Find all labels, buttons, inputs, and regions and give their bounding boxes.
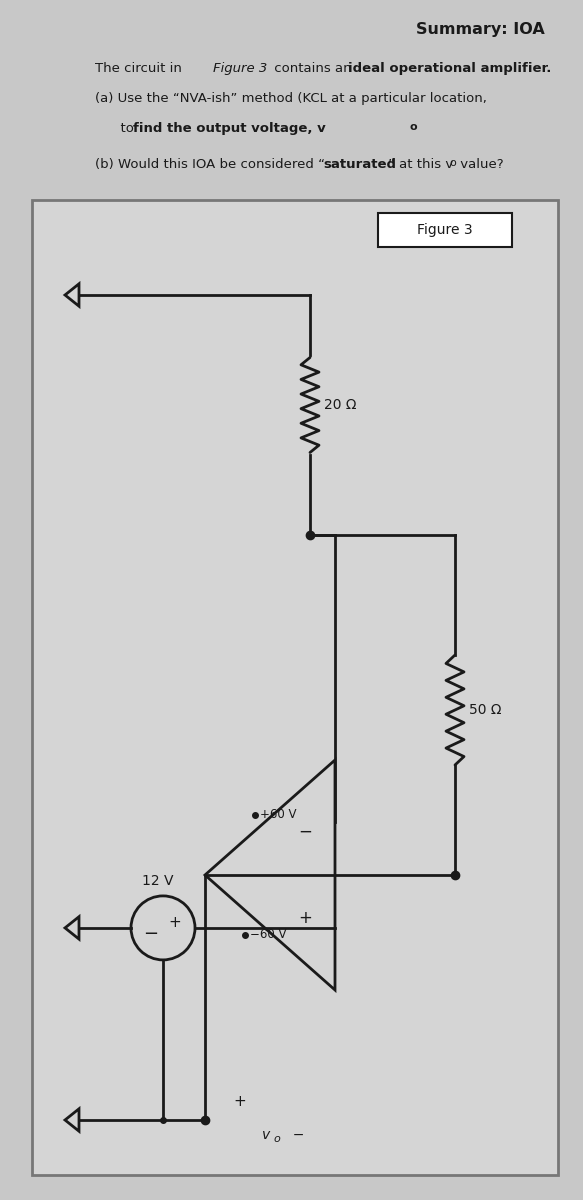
Text: −: − [143,925,159,943]
Text: ” at this v: ” at this v [388,158,453,170]
Text: +: + [298,908,312,926]
FancyBboxPatch shape [378,214,512,247]
Text: to: to [95,122,138,134]
Text: o: o [273,1134,280,1144]
Text: −60 V: −60 V [250,929,286,942]
Text: Figure 3: Figure 3 [417,223,473,236]
Text: 50 Ω: 50 Ω [469,703,501,716]
Text: +60 V: +60 V [260,809,297,822]
Text: (b) Would this IOA be considered “: (b) Would this IOA be considered “ [95,158,325,170]
Text: −: − [298,823,312,841]
Text: Figure 3: Figure 3 [213,62,267,74]
Text: +: + [234,1094,247,1110]
Text: (a) Use the “NVA-ish” method (KCL at a particular location,: (a) Use the “NVA-ish” method (KCL at a p… [95,92,487,104]
Text: o: o [449,158,456,168]
Text: o: o [409,122,417,132]
Text: ideal operational amplifier.: ideal operational amplifier. [348,62,552,74]
Text: contains an: contains an [270,62,356,74]
Text: find the output voltage, v: find the output voltage, v [133,122,326,134]
Text: −: − [284,1128,304,1142]
FancyBboxPatch shape [32,200,558,1175]
Text: 20 Ω: 20 Ω [324,398,356,412]
Text: Summary: IOA: Summary: IOA [416,22,545,37]
Text: +: + [168,916,181,930]
Text: value?: value? [456,158,504,170]
Text: v: v [262,1128,271,1142]
Text: 12 V: 12 V [142,874,174,888]
Text: The circuit in: The circuit in [95,62,186,74]
Text: saturated: saturated [323,158,396,170]
